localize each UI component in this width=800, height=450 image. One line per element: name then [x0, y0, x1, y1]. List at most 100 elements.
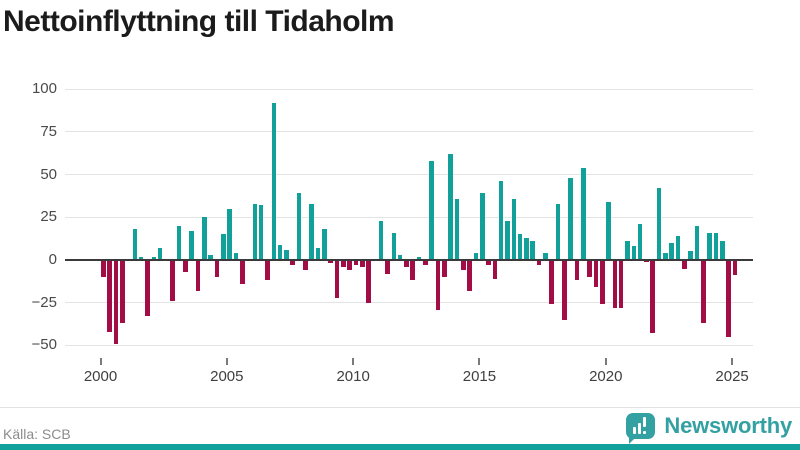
data-bar — [277, 244, 283, 260]
data-bar — [549, 260, 554, 305]
data-bar — [694, 225, 700, 260]
data-bar — [581, 167, 586, 260]
bar-chart-plot-area: 100 75 50 25 0 −25 −50 2000 2005 2010 2015 2020 2025 — [32, 70, 753, 385]
data-bar — [707, 232, 712, 260]
data-bar — [296, 193, 302, 260]
data-bar — [170, 260, 176, 301]
data-bar — [701, 260, 706, 324]
data-bar — [309, 203, 314, 260]
x-axis-tick-mark — [99, 358, 102, 365]
data-bar — [315, 248, 321, 260]
data-bar — [322, 229, 327, 260]
x-axis-tick-label: 2010 — [336, 368, 370, 385]
icon-exclamation-dot — [643, 431, 647, 434]
data-bar — [656, 188, 662, 260]
data-bar — [732, 260, 738, 276]
data-bar — [587, 260, 592, 278]
source-label: Källa: SCB — [3, 426, 71, 442]
x-axis-tick-mark — [352, 358, 355, 365]
data-bar — [290, 260, 296, 266]
gridline — [65, 174, 753, 176]
data-bar — [599, 260, 605, 305]
data-bar — [208, 254, 213, 260]
data-bar — [252, 203, 258, 260]
data-bar — [107, 260, 112, 332]
newsworthy-chart-bubble-icon — [626, 413, 656, 444]
brand-wordmark: Newsworthy — [664, 413, 792, 438]
x-axis-tick-label: 2020 — [589, 368, 623, 385]
data-bar — [303, 260, 308, 271]
data-bar — [359, 260, 365, 267]
data-bar — [265, 260, 270, 281]
icon-exclamation-bar — [643, 417, 647, 427]
y-axis-tick-label: −25 — [31, 293, 57, 311]
zero-baseline — [65, 259, 753, 261]
data-bar — [397, 254, 403, 260]
data-bar — [719, 241, 725, 260]
data-bar — [454, 198, 460, 260]
data-bar — [239, 260, 245, 284]
data-bar — [631, 246, 637, 260]
y-axis-tick-label: −50 — [31, 336, 57, 354]
newsworthy-logo[interactable]: Newsworthy — [626, 413, 792, 444]
data-bar — [442, 260, 447, 278]
data-bar — [227, 208, 232, 260]
data-bar — [574, 260, 580, 281]
data-bar — [195, 260, 201, 291]
data-bar — [555, 203, 561, 260]
data-bar — [726, 260, 731, 337]
data-bar — [410, 260, 416, 281]
data-bar — [486, 260, 491, 266]
data-bar — [448, 154, 453, 260]
data-bar — [429, 160, 434, 260]
data-bar — [132, 229, 138, 260]
data-bar — [593, 260, 599, 288]
data-bar — [479, 193, 485, 260]
data-bar — [517, 234, 523, 260]
data-bar — [151, 256, 157, 260]
chart-title: Nettoinflyttning till Tidaholm — [3, 5, 395, 38]
data-bar — [183, 260, 188, 272]
data-bar — [467, 260, 472, 291]
data-bar — [461, 260, 466, 271]
data-bar — [113, 260, 119, 344]
data-bar — [530, 241, 536, 260]
data-bar — [328, 260, 333, 264]
data-bar — [258, 205, 264, 260]
icon-bar-small — [633, 427, 637, 434]
data-bar — [284, 249, 289, 260]
data-bar — [669, 242, 675, 260]
data-bar — [637, 224, 643, 260]
data-bar — [341, 260, 346, 267]
data-bar — [612, 260, 618, 308]
footer-divider — [0, 407, 800, 408]
x-axis-tick-label: 2025 — [715, 368, 749, 385]
data-bar — [221, 234, 226, 260]
data-bar — [214, 260, 220, 278]
data-bar — [511, 198, 517, 260]
data-bar — [435, 260, 441, 310]
x-axis-tick-label: 2015 — [462, 368, 497, 385]
y-axis-tick-label: 75 — [40, 122, 57, 140]
data-bar — [157, 248, 163, 260]
data-bar — [391, 232, 397, 260]
data-bar — [119, 260, 125, 324]
data-bar — [347, 260, 352, 271]
data-bar — [688, 251, 693, 260]
data-bar — [492, 260, 498, 279]
brand-color-strip — [0, 444, 800, 450]
y-axis-tick-label: 100 — [31, 80, 57, 98]
data-bar — [498, 181, 504, 260]
gridline — [65, 344, 753, 346]
data-bar — [145, 260, 150, 317]
x-axis-tick-mark — [225, 358, 228, 365]
data-bar — [202, 217, 207, 260]
gridline — [65, 131, 753, 133]
data-bar — [663, 253, 668, 260]
data-bar — [404, 260, 409, 267]
data-bar — [353, 260, 359, 266]
data-bar — [334, 260, 340, 298]
x-axis-tick-mark — [478, 358, 481, 365]
data-bar — [713, 232, 719, 260]
